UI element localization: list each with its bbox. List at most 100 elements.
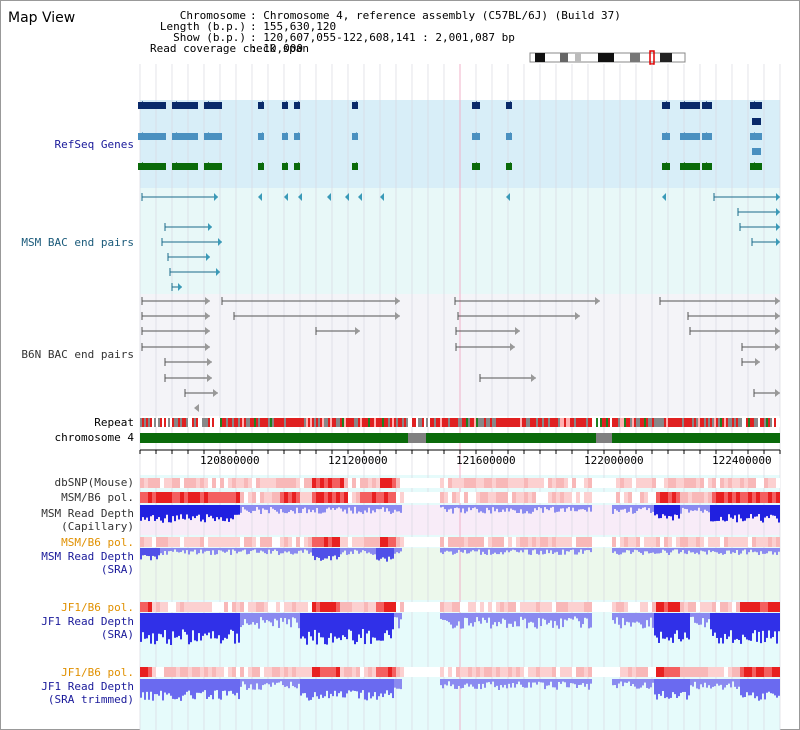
header-info: Chromosome: Chromosome 4, reference asse…	[150, 10, 621, 54]
heat-cell	[444, 478, 448, 488]
heat-cell	[508, 478, 512, 488]
heat-cell	[496, 667, 500, 677]
track-label-msm-depth-cap[interactable]: MSM Read Depth	[41, 507, 134, 520]
depth-bar	[756, 613, 758, 642]
repeat-cell	[498, 418, 500, 427]
depth-bar	[734, 505, 736, 516]
depth-bar	[338, 679, 340, 694]
depth-bar	[346, 505, 348, 514]
track-label-jf1-b6-pol-trim[interactable]: JF1/B6 pol.	[61, 666, 134, 679]
depth-bar	[696, 679, 698, 689]
gene-glyph	[752, 148, 761, 155]
heat-cell	[660, 492, 664, 503]
repeat-cell	[290, 418, 292, 427]
bac-end-arrow	[395, 312, 400, 320]
depth-bar	[546, 505, 548, 510]
depth-bar	[566, 505, 568, 509]
repeat-cell	[624, 418, 626, 427]
heat-cell	[204, 602, 208, 612]
repeat-cell	[656, 418, 658, 427]
depth-bar	[614, 679, 616, 686]
depth-bar	[170, 505, 172, 523]
depth-bar	[400, 679, 402, 690]
depth-bar	[270, 679, 272, 687]
heat-cell	[244, 537, 248, 547]
depth-bar	[668, 679, 670, 699]
track-label-msm-b6-pol-sra[interactable]: MSM/B6 pol.	[61, 536, 134, 549]
depth-bar	[150, 548, 152, 561]
depth-bar	[700, 548, 702, 551]
repeat-cell	[478, 418, 480, 427]
heat-cell	[232, 492, 236, 503]
track-label-msm-bac[interactable]: MSM BAC end pairs	[21, 236, 134, 249]
repeat-cell	[756, 418, 758, 427]
depth-bar	[674, 613, 676, 634]
repeat-track	[140, 418, 780, 427]
depth-bar	[764, 505, 766, 518]
depth-bar	[616, 548, 618, 554]
track-label-refseq[interactable]: RefSeq Genes	[54, 138, 134, 151]
heat-cell	[280, 667, 284, 677]
depth-bar	[230, 679, 232, 691]
repeat-cell	[470, 418, 472, 427]
heat-cell	[288, 492, 292, 503]
chromosome-ideogram[interactable]	[529, 50, 686, 65]
depth-bar	[526, 505, 528, 512]
depth-bar	[536, 505, 538, 511]
depth-bar	[320, 679, 322, 695]
depth-bar	[578, 505, 580, 510]
repeat-cell	[230, 418, 232, 427]
heat-cell	[292, 492, 296, 503]
repeat-cell	[422, 418, 424, 427]
track-label-jf1-depth-trim[interactable]: JF1 Read Depth	[41, 680, 134, 693]
heat-cell	[444, 492, 448, 503]
heat-cell	[300, 478, 304, 488]
repeat-cell	[530, 418, 532, 427]
track-label-dbsnp[interactable]: dbSNP(Mouse)	[54, 476, 134, 489]
depth-bar	[588, 548, 590, 551]
heat-cell	[468, 492, 472, 503]
depth-bar	[632, 505, 634, 514]
track-label-msm-b6-pol[interactable]: MSM/B6 pol.	[61, 491, 134, 504]
depth-bar	[216, 548, 218, 555]
repeat-cell	[292, 418, 294, 427]
heat-cell	[432, 667, 436, 677]
depth-bar	[442, 505, 444, 507]
heat-cell	[168, 602, 172, 612]
depth-bar	[758, 613, 760, 632]
track-label-jf1-depth[interactable]: JF1 Read Depth	[41, 615, 134, 628]
repeat-cell	[272, 418, 274, 427]
depth-bar	[288, 613, 290, 620]
heat-cell	[640, 537, 644, 547]
heat-cell	[160, 478, 164, 488]
heat-cell	[268, 492, 272, 503]
repeat-cell	[310, 418, 312, 427]
depth-bar	[544, 505, 546, 508]
depth-bar	[348, 505, 350, 508]
depth-bar	[584, 613, 586, 618]
heat-cell	[668, 492, 672, 503]
heat-cell	[420, 602, 424, 612]
depth-bar	[284, 613, 286, 619]
heat-cell	[272, 602, 276, 612]
heat-cell	[276, 602, 280, 612]
depth-bar	[560, 613, 562, 619]
depth-bar	[612, 505, 614, 514]
track-label-b6n-bac[interactable]: B6N BAC end pairs	[21, 348, 134, 361]
repeat-cell	[342, 418, 344, 427]
repeat-cell	[492, 418, 494, 427]
depth-bar	[286, 548, 288, 553]
bac-end-arrow	[358, 193, 362, 201]
heat-cell	[140, 667, 144, 677]
track-label-jf1-b6-pol[interactable]: JF1/B6 pol.	[61, 601, 134, 614]
depth-bar	[142, 548, 144, 556]
depth-bar	[692, 613, 694, 617]
heat-cell	[500, 492, 504, 503]
depth-bar	[152, 613, 154, 634]
depth-bar	[736, 613, 738, 639]
depth-bar	[168, 679, 170, 694]
heat-cell	[740, 537, 744, 547]
track-label-msm-depth-sra[interactable]: MSM Read Depth	[41, 550, 134, 563]
heat-cell	[436, 537, 440, 547]
